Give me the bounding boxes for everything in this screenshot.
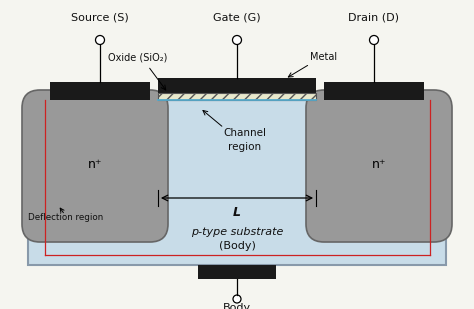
Text: Deflection region: Deflection region <box>28 214 103 222</box>
Text: n⁺: n⁺ <box>88 159 102 171</box>
Text: Source (S): Source (S) <box>71 12 129 22</box>
FancyBboxPatch shape <box>22 90 168 242</box>
Text: Oxide (SiO₂): Oxide (SiO₂) <box>109 52 168 62</box>
Text: L: L <box>233 205 241 218</box>
Text: n⁺: n⁺ <box>372 159 386 171</box>
Text: Channel
region: Channel region <box>224 129 266 152</box>
Circle shape <box>233 295 241 303</box>
Bar <box>198 265 276 279</box>
FancyBboxPatch shape <box>306 90 452 242</box>
Text: Metal: Metal <box>310 52 337 62</box>
Bar <box>158 78 316 93</box>
Circle shape <box>95 36 104 44</box>
Circle shape <box>233 36 241 44</box>
Text: Drain (D): Drain (D) <box>348 12 400 22</box>
Bar <box>50 82 150 100</box>
Bar <box>158 93 316 100</box>
Text: Gate (G): Gate (G) <box>213 12 261 22</box>
Text: Body: Body <box>223 303 251 309</box>
Bar <box>324 82 424 100</box>
Bar <box>28 100 446 265</box>
Circle shape <box>370 36 379 44</box>
Text: (Body): (Body) <box>219 241 255 251</box>
Text: p-type substrate: p-type substrate <box>191 227 283 237</box>
